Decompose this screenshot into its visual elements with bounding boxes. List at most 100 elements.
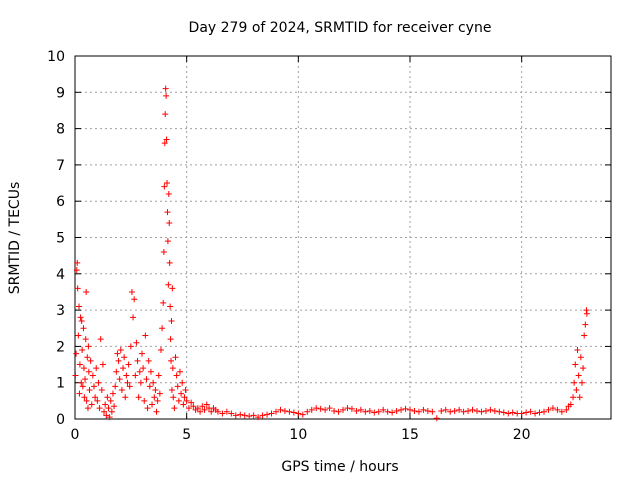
data-point bbox=[157, 347, 164, 354]
data-point bbox=[145, 357, 152, 364]
data-point bbox=[134, 357, 141, 364]
data-point bbox=[573, 386, 580, 393]
data-point bbox=[77, 314, 84, 321]
data-point bbox=[109, 390, 116, 397]
data-point bbox=[123, 372, 130, 379]
data-point bbox=[93, 365, 100, 372]
data-point bbox=[106, 414, 113, 421]
data-point bbox=[429, 408, 436, 415]
data-point bbox=[571, 379, 578, 386]
data-point bbox=[179, 379, 186, 386]
data-point bbox=[582, 321, 589, 328]
data-point bbox=[111, 403, 118, 410]
data-point bbox=[281, 408, 288, 415]
data-point bbox=[89, 372, 96, 379]
data-point bbox=[357, 406, 364, 413]
data-point bbox=[81, 394, 88, 401]
data-point bbox=[518, 410, 525, 417]
data-point bbox=[164, 238, 171, 245]
data-point bbox=[108, 408, 115, 415]
data-point bbox=[120, 365, 127, 372]
data-point bbox=[114, 350, 121, 357]
data-point bbox=[182, 386, 189, 393]
data-point bbox=[102, 401, 109, 408]
data-point bbox=[165, 281, 172, 288]
data-point bbox=[152, 386, 159, 393]
data-point bbox=[170, 394, 177, 401]
data-point bbox=[201, 406, 208, 413]
data-point bbox=[570, 394, 577, 401]
data-point bbox=[92, 394, 99, 401]
data-point bbox=[76, 303, 83, 310]
data-point bbox=[164, 209, 171, 216]
data-point bbox=[576, 394, 583, 401]
data-point bbox=[167, 336, 174, 343]
y-axis-label: SRMTID / TECUs bbox=[7, 182, 23, 295]
data-point bbox=[362, 408, 369, 415]
data-point bbox=[326, 405, 333, 412]
data-point bbox=[87, 357, 94, 364]
data-point bbox=[168, 317, 175, 324]
data-point bbox=[353, 408, 360, 415]
data-point bbox=[162, 85, 169, 92]
data-point bbox=[583, 310, 590, 317]
data-point bbox=[183, 397, 190, 404]
data-point bbox=[313, 405, 320, 412]
data-point bbox=[85, 343, 92, 350]
data-point bbox=[173, 372, 180, 379]
data-point bbox=[103, 412, 110, 419]
data-point bbox=[188, 399, 195, 406]
data-point bbox=[155, 372, 162, 379]
data-point bbox=[83, 288, 90, 295]
x-tick-label: 20 bbox=[513, 427, 531, 443]
y-tick-label: 2 bbox=[56, 339, 65, 355]
data-point bbox=[181, 394, 188, 401]
data-point bbox=[133, 339, 140, 346]
data-point bbox=[80, 365, 87, 372]
data-point bbox=[74, 285, 81, 292]
data-point bbox=[90, 383, 97, 390]
data-point bbox=[137, 379, 144, 386]
data-point bbox=[442, 406, 449, 413]
data-point bbox=[154, 397, 161, 404]
data-point bbox=[286, 408, 293, 415]
y-tick-label: 1 bbox=[56, 376, 65, 392]
data-point bbox=[125, 361, 132, 368]
data-point bbox=[76, 390, 83, 397]
data-point bbox=[153, 408, 160, 415]
data-point bbox=[268, 410, 275, 417]
data-point bbox=[465, 408, 472, 415]
data-point bbox=[219, 410, 226, 417]
y-tick-label: 4 bbox=[56, 267, 65, 283]
data-points bbox=[72, 85, 590, 422]
data-point bbox=[86, 386, 93, 393]
data-point bbox=[415, 408, 422, 415]
data-point bbox=[78, 317, 85, 324]
data-point bbox=[523, 409, 530, 416]
data-point bbox=[438, 408, 445, 415]
data-point bbox=[384, 408, 391, 415]
data-point bbox=[241, 412, 248, 419]
data-point bbox=[424, 408, 431, 415]
data-point bbox=[264, 411, 271, 418]
data-point bbox=[567, 401, 574, 408]
data-point bbox=[113, 368, 120, 375]
data-point bbox=[273, 408, 279, 415]
x-axis: 0 5 10 15 20 bbox=[71, 56, 531, 443]
data-point bbox=[74, 259, 81, 266]
data-point bbox=[190, 403, 197, 410]
data-point bbox=[277, 406, 284, 413]
data-point bbox=[88, 401, 95, 408]
data-point bbox=[194, 405, 201, 412]
x-axis-label: GPS time / hours bbox=[281, 459, 398, 475]
data-point bbox=[246, 413, 253, 420]
y-tick-label: 10 bbox=[47, 49, 65, 65]
data-point bbox=[317, 405, 324, 412]
x-tick-label: 15 bbox=[401, 427, 419, 443]
data-point bbox=[487, 406, 494, 413]
data-point bbox=[84, 354, 91, 361]
data-point bbox=[456, 406, 463, 413]
data-point bbox=[366, 408, 373, 415]
y-tick-label: 5 bbox=[56, 231, 65, 247]
data-point bbox=[146, 383, 153, 390]
